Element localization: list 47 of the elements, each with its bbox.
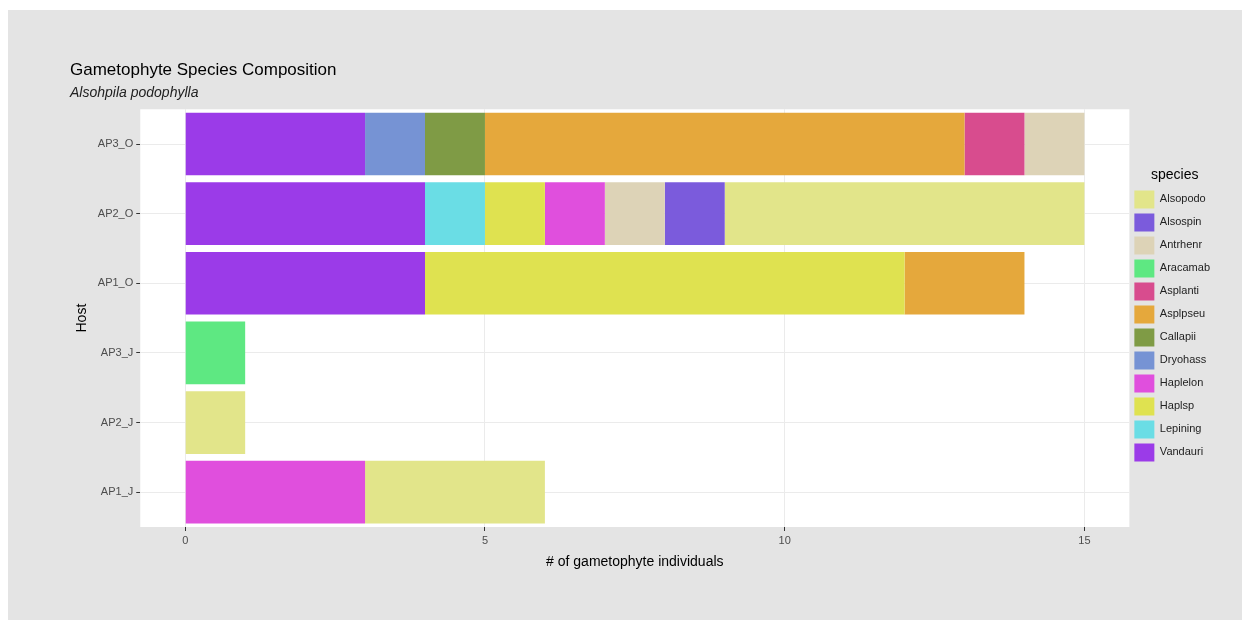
bar <box>185 391 246 454</box>
bar <box>365 460 545 524</box>
bar <box>425 251 905 315</box>
bar <box>185 182 426 245</box>
legend-label: Antrhenr <box>1159 238 1203 251</box>
legend-label: Vandauri <box>1159 445 1204 458</box>
bar <box>185 460 366 524</box>
bar <box>544 182 605 245</box>
bar <box>185 321 246 385</box>
legend-label: Dryohass <box>1159 353 1207 366</box>
y-tick-label: AP3_O <box>97 137 134 150</box>
chart-title: Gametophyte Species Composition <box>70 59 337 79</box>
legend-label: Alsopodo <box>1159 192 1206 205</box>
bar <box>664 182 725 245</box>
legend-label: Callapii <box>1159 330 1196 343</box>
x-tick-label: 10 <box>778 533 791 546</box>
legend-label: Haplsp <box>1159 399 1195 412</box>
legend-label: Haplelon <box>1159 376 1204 389</box>
bar <box>185 112 366 176</box>
bar <box>185 251 426 315</box>
legend-label: Lepining <box>1159 422 1202 435</box>
legend-label: Asplanti <box>1159 284 1200 297</box>
y-tick-label: AP2_O <box>97 206 134 219</box>
legend-label: Alsospin <box>1159 215 1202 228</box>
bar <box>484 182 545 245</box>
x-tick-label: 15 <box>1078 533 1091 546</box>
y-axis-title: Host <box>73 303 90 333</box>
x-tick-label: 0 <box>182 533 189 546</box>
bar <box>1024 112 1085 176</box>
x-tick-label: 5 <box>481 533 489 546</box>
bar <box>604 182 665 245</box>
y-tick-label: AP3_J <box>100 345 134 358</box>
x-axis-title: # of gametophyte individuals <box>546 553 724 570</box>
legend-title: species <box>1150 166 1199 183</box>
legend-label: Asplpseu <box>1159 307 1206 320</box>
bar <box>904 251 1025 315</box>
y-tick-label: AP2_J <box>100 415 134 428</box>
chart-subtitle: Alsohpila podophylla <box>69 83 199 100</box>
legend-label: Aracamab <box>1159 261 1211 274</box>
bar <box>964 112 1025 176</box>
y-tick-label: AP1_O <box>97 276 134 289</box>
bar <box>484 112 965 176</box>
bar <box>425 112 485 176</box>
y-tick-label: AP1_J <box>100 485 134 498</box>
bar <box>425 182 485 245</box>
bar <box>365 112 426 176</box>
bar <box>724 182 1085 245</box>
